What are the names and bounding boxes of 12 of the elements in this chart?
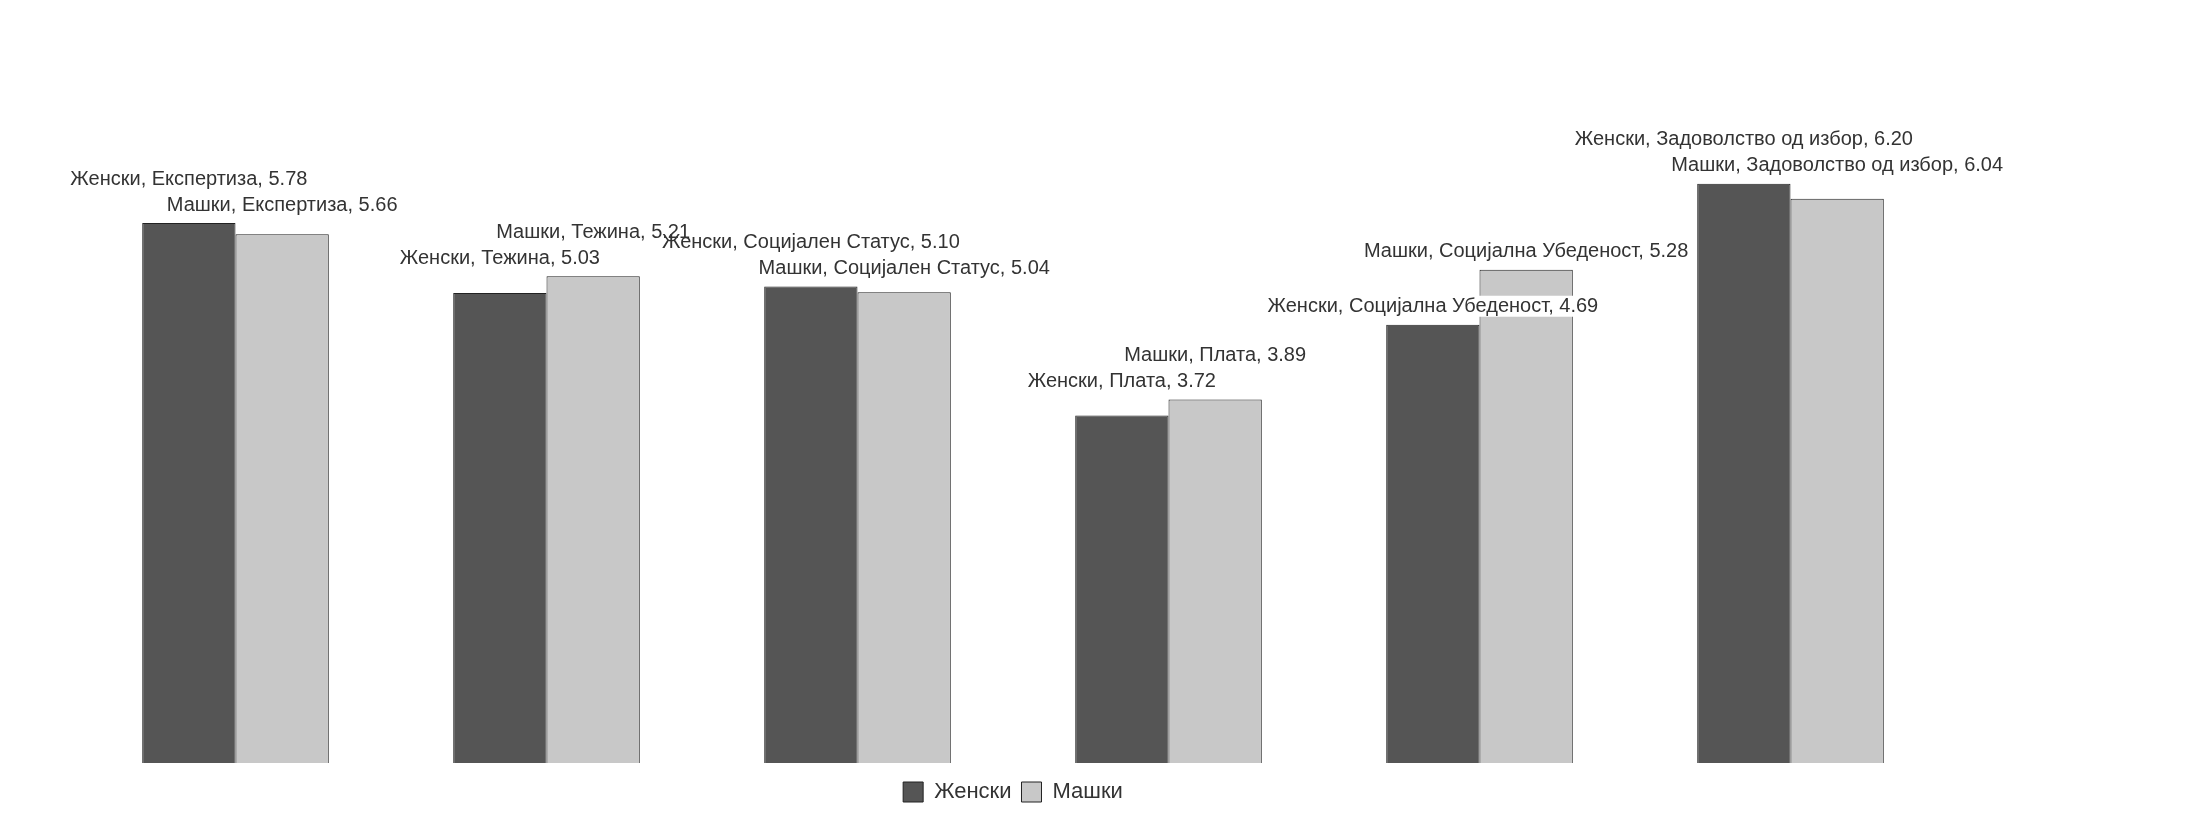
data-label: Машки, Социјална Убеденост, 5.28 (1363, 239, 1689, 262)
data-label: Женски, Задоволство од избор, 6.20 (1574, 127, 1913, 150)
data-label: Женски, Плата, 3.72 (1027, 369, 1216, 392)
data-label: Женски, Тежина, 5.03 (399, 245, 600, 268)
data-label: Машки, Задоволство од избор, 6.04 (1671, 153, 2004, 176)
legend-label: Женски (934, 778, 1012, 804)
data-label: Женски, Социјална Убеденост, 4.69 (1267, 294, 1599, 317)
legend-label: Машки (1052, 778, 1123, 804)
data-label: Женски, Експертиза, 5.78 (70, 166, 308, 189)
data-label: Машки, Експертиза, 5.66 (166, 192, 398, 215)
data-label: Машки, Социјален Статус, 5.04 (758, 256, 1050, 279)
data-label: Машки, Плата, 3.89 (1124, 343, 1307, 366)
